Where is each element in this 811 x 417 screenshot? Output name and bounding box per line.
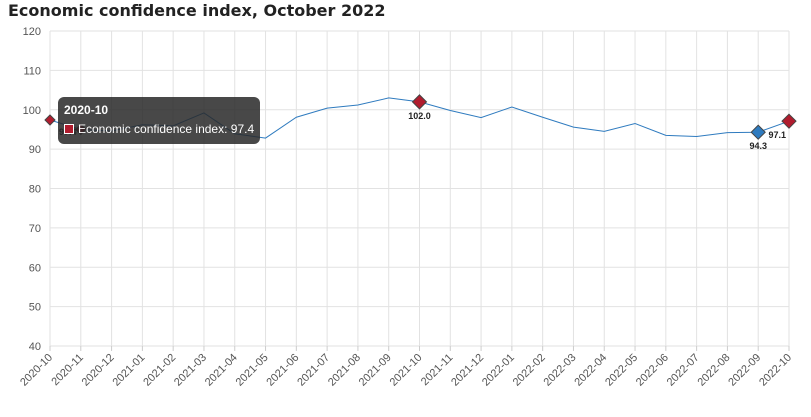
y-tick-100: 100 [23, 105, 41, 117]
x-tick-2022-04: 2022-04 [572, 352, 609, 389]
x-tick-2021-02: 2021-02 [141, 352, 178, 389]
marker-2022-10[interactable] [781, 113, 797, 129]
x-tick-2022-01: 2022-01 [480, 352, 517, 389]
x-axis-ticks: 2020-102020-112020-122021-012021-022021-… [18, 346, 794, 389]
x-tick-2022-07: 2022-07 [665, 352, 702, 389]
tooltip: 2020-10 Economic confidence index97.4 [58, 97, 260, 144]
x-tick-2021-09: 2021-09 [357, 352, 394, 389]
x-tick-2020-12: 2020-12 [80, 352, 117, 389]
chart-title: Economic confidence index, October 2022 [8, 1, 386, 20]
data-label-2022-09: 94.3 [749, 141, 767, 151]
tooltip-value: 97.4 [230, 122, 255, 136]
y-tick-80: 80 [29, 184, 41, 196]
y-tick-90: 90 [29, 144, 41, 156]
tooltip-row: Economic confidence index97.4 [64, 122, 254, 136]
x-tick-2022-06: 2022-06 [634, 352, 671, 389]
x-tick-2021-01: 2021-01 [110, 352, 147, 389]
data-label-2022-10: 97.1 [768, 130, 786, 140]
x-tick-2022-03: 2022-03 [542, 352, 579, 389]
marker-2020-10[interactable] [44, 114, 56, 126]
x-tick-2021-03: 2021-03 [172, 352, 209, 389]
y-tick-60: 60 [29, 262, 41, 274]
x-tick-2020-11: 2020-11 [49, 352, 85, 388]
marker-2022-09[interactable] [750, 124, 766, 140]
x-tick-2021-05: 2021-05 [234, 352, 271, 389]
y-tick-50: 50 [29, 302, 41, 314]
x-tick-2021-12: 2021-12 [449, 352, 486, 389]
x-tick-2022-05: 2022-05 [603, 352, 640, 389]
x-tick-2022-02: 2022-02 [511, 352, 548, 389]
x-tick-2021-06: 2021-06 [264, 352, 301, 389]
y-axis-ticks: 40 50 60 70 80 90 100 110 120 [23, 26, 41, 353]
grid [49, 30, 790, 347]
x-tick-2020-10: 2020-10 [18, 352, 55, 389]
x-tick-2021-08: 2021-08 [326, 352, 363, 389]
tooltip-swatch [64, 124, 74, 134]
x-tick-2021-07: 2021-07 [295, 352, 332, 389]
tooltip-series-name: Economic confidence index [78, 122, 231, 136]
y-tick-70: 70 [29, 223, 41, 235]
x-tick-2022-10: 2022-10 [757, 352, 794, 389]
tooltip-title: 2020-10 [64, 103, 109, 117]
y-tick-40: 40 [29, 341, 41, 353]
x-tick-2022-08: 2022-08 [696, 352, 733, 389]
y-tick-110: 110 [23, 65, 41, 77]
x-tick-2021-11: 2021-11 [419, 352, 455, 388]
x-tick-2021-04: 2021-04 [203, 352, 240, 389]
y-tick-120: 120 [23, 26, 41, 38]
marker-2021-10[interactable] [411, 94, 428, 110]
x-tick-2022-09: 2022-09 [726, 352, 763, 389]
data-label-2021-10: 102.0 [408, 111, 431, 121]
x-tick-2021-10: 2021-10 [388, 352, 425, 389]
